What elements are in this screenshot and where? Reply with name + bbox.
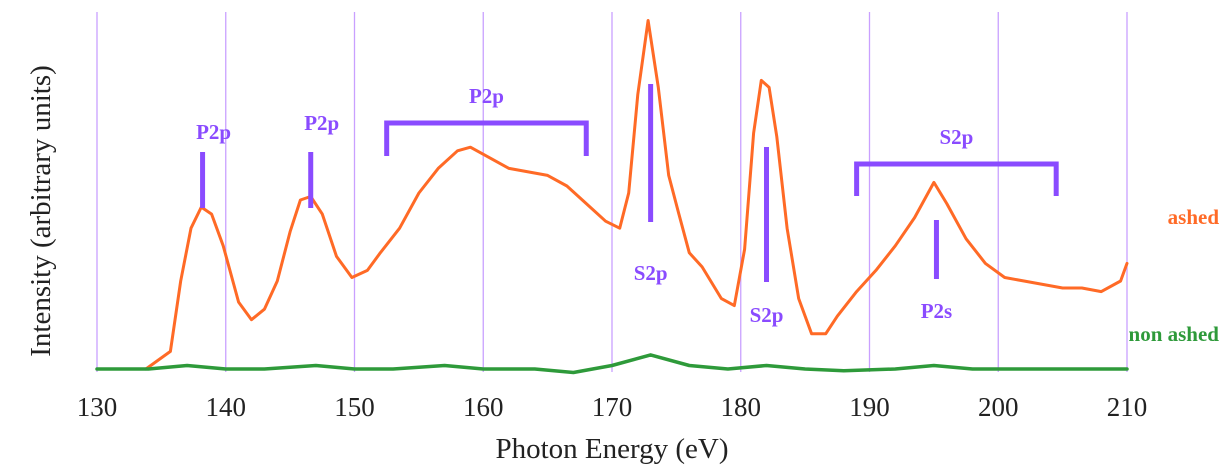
annotation-label: S2p — [634, 261, 668, 285]
series-line-non-ashed — [95, 353, 1129, 375]
series-label: ashed — [1168, 205, 1220, 229]
x-tick-label: 170 — [592, 392, 633, 422]
label-layer: Photon Energy (eV) Intensity (arbitrary … — [25, 65, 729, 465]
annotation-label: S2p — [939, 125, 973, 149]
annotation-bracket — [384, 120, 589, 156]
annotation-label: P2p — [304, 111, 339, 135]
annotation-bracket — [854, 161, 1059, 196]
x-tick-label: 180 — [721, 392, 762, 422]
x-tick-label: 140 — [206, 392, 247, 422]
grid-layer — [96, 12, 1128, 372]
x-tick-label: 210 — [1107, 392, 1148, 422]
series-layer: ashed non ashed — [95, 19, 1220, 375]
annotation-label: S2p — [750, 303, 784, 327]
annotation-label: P2s — [921, 299, 953, 323]
x-tick-label: 150 — [334, 392, 375, 422]
series-line-ashed — [144, 19, 1129, 371]
y-axis-label: Intensity (arbitrary units) — [25, 65, 57, 357]
tick-layer: 130 140 150 160 170 180 190 200 210 — [77, 392, 1148, 422]
x-axis-label: Photon Energy (eV) — [495, 433, 728, 465]
x-tick-label: 130 — [77, 392, 118, 422]
x-tick-label: 160 — [463, 392, 504, 422]
annotation-label: P2p — [469, 84, 504, 108]
annotation-label: P2p — [196, 120, 231, 144]
x-tick-label: 200 — [978, 392, 1019, 422]
annotation-layer: P2p P2p P2p S2p S2p S2p P2s — [196, 84, 1059, 327]
x-tick-label: 190 — [849, 392, 890, 422]
series-label: non ashed — [1129, 322, 1220, 346]
